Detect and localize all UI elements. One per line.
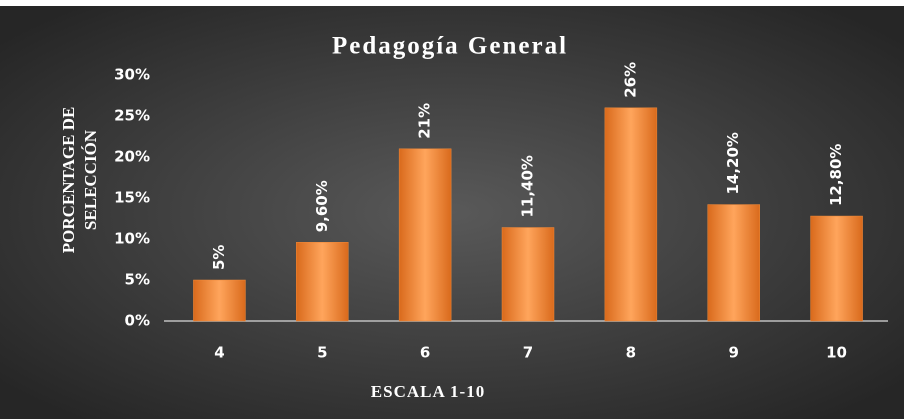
bar	[398, 148, 452, 322]
y-tick-label: 20%	[114, 148, 150, 166]
bar	[810, 215, 863, 322]
y-axis-label-line: PORCENTAGE DE	[59, 107, 78, 254]
x-tick-label: 7	[523, 344, 533, 362]
y-tick-label: 30%	[114, 66, 150, 84]
data-label: 26%	[621, 62, 639, 98]
x-tick-label: 5	[317, 344, 327, 362]
y-axis-label-line: SELECCIÓN	[81, 129, 100, 230]
data-label: 5%	[210, 245, 228, 270]
x-tick-label: 4	[214, 344, 224, 362]
y-tick-label: 15%	[114, 189, 150, 207]
x-tick-label: 8	[626, 344, 636, 362]
data-label: 21%	[416, 103, 434, 139]
bar	[501, 227, 555, 322]
data-label: 11,40%	[519, 155, 537, 217]
bar	[193, 279, 246, 322]
x-tick-label: 10	[826, 344, 847, 362]
x-axis-label: ESCALA 1-10	[371, 382, 485, 401]
x-tick-label: 6	[420, 344, 430, 362]
chart-title: Pedagogía General	[332, 33, 568, 60]
data-label: 14,20%	[724, 132, 742, 194]
y-tick-label: 0%	[125, 312, 150, 330]
y-tick-label: 10%	[114, 230, 150, 248]
data-label: 12,80%	[827, 144, 845, 206]
data-label: 9,60%	[313, 180, 331, 232]
y-axis-label: PORCENTAGE DE SELECCIÓN	[59, 107, 100, 254]
bar	[604, 107, 658, 322]
bar	[296, 242, 349, 322]
bar	[707, 204, 760, 322]
y-tick-label: 25%	[114, 107, 150, 125]
x-tick-label: 9	[728, 344, 738, 362]
y-tick-label: 5%	[125, 271, 150, 289]
